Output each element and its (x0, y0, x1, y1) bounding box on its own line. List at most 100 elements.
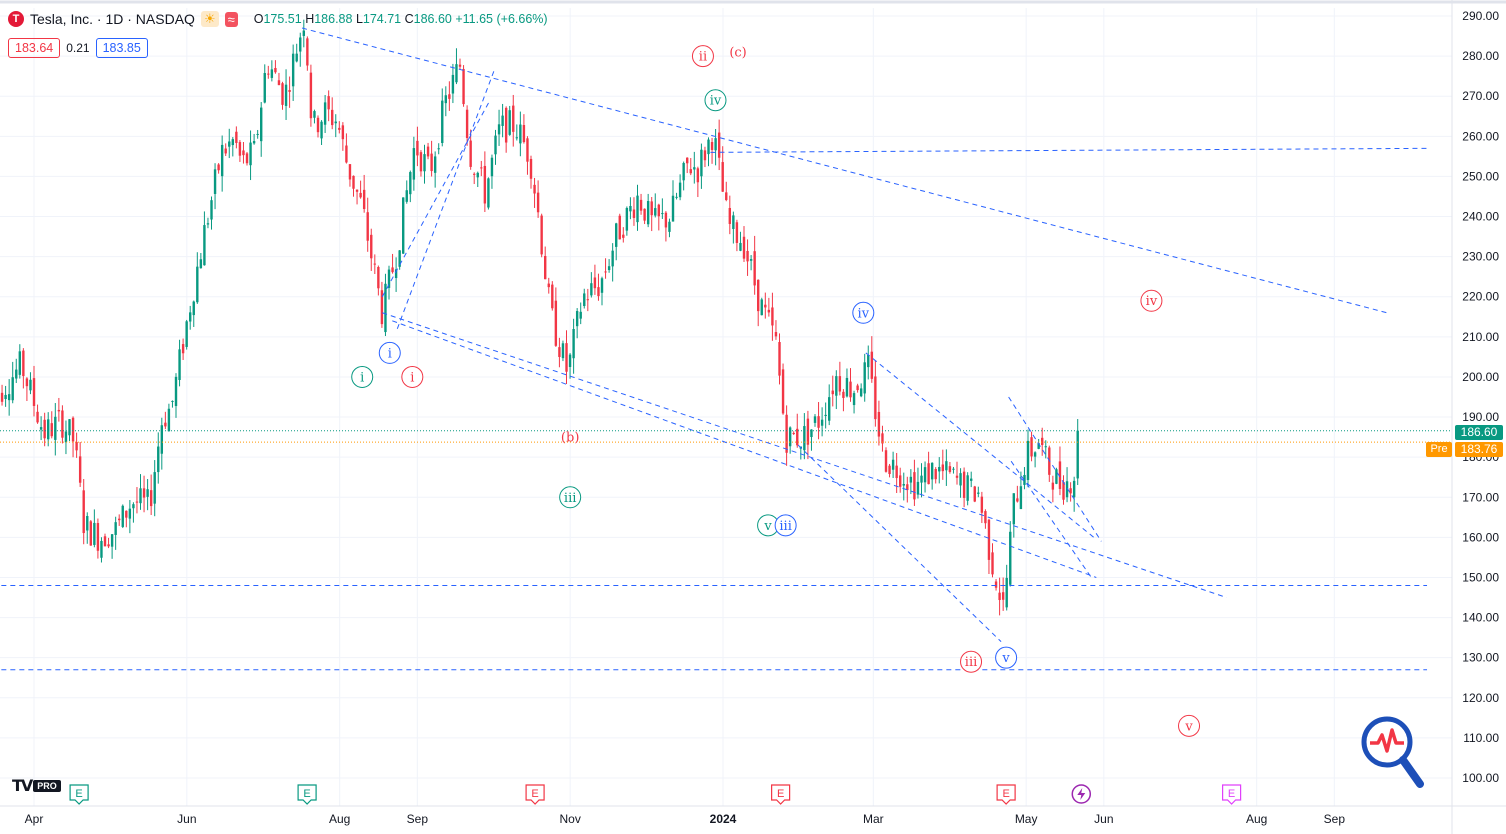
candle-body (118, 518, 121, 521)
candle-body (1037, 443, 1040, 449)
y-tick-label: 170.00 (1462, 490, 1499, 504)
candle-body (806, 418, 810, 445)
candle-body (238, 142, 242, 156)
earnings-event-icon[interactable] (771, 784, 791, 805)
trendline[interactable] (865, 352, 1095, 538)
candle-body (583, 293, 586, 307)
candle-body (604, 271, 607, 273)
candle-body (913, 472, 916, 500)
candle-body (61, 410, 64, 438)
magnifier-icon[interactable] (1360, 716, 1426, 790)
candle-body (164, 422, 167, 427)
candle-body (267, 73, 270, 75)
wave-label: i (410, 370, 414, 385)
candle-body (252, 141, 256, 144)
candle-body (856, 385, 859, 391)
candle-body (984, 511, 987, 524)
candle-body (593, 277, 597, 289)
candle-body (423, 154, 426, 172)
x-tick-label: Sep (407, 812, 429, 826)
candle-body (125, 510, 128, 518)
y-tick-label: 290.00 (1462, 9, 1499, 23)
candle-body (274, 68, 277, 73)
candle-body (732, 215, 735, 229)
candle-body (973, 486, 976, 502)
candle-body (515, 137, 519, 139)
buy-button[interactable]: 183.85 (95, 38, 148, 58)
wave-label: v (1184, 719, 1193, 734)
candle-body (586, 299, 590, 301)
earnings-event-icon[interactable] (297, 784, 317, 805)
trendline[interactable] (797, 444, 1002, 643)
candle-body (977, 492, 980, 494)
candle-body (664, 212, 668, 228)
tradingview-logo[interactable]: TV PRO (12, 776, 61, 795)
candle-body (455, 64, 458, 83)
candle-body (529, 158, 533, 179)
candle-body (788, 427, 792, 447)
sell-button[interactable]: 183.64 (8, 38, 61, 58)
candle-body (54, 416, 57, 440)
candle-body (448, 94, 451, 99)
earnings-event-icon[interactable] (1222, 784, 1242, 805)
candle-body (1051, 482, 1055, 490)
earnings-event-icon[interactable] (69, 784, 89, 805)
candle-body (320, 121, 323, 139)
earnings-event-icon[interactable] (996, 784, 1016, 805)
earnings-event-icon[interactable] (525, 784, 545, 805)
candle-body (39, 427, 43, 430)
candle-body (100, 540, 103, 558)
trendline[interactable] (301, 27, 1388, 314)
candle-body (575, 311, 579, 327)
trendline[interactable] (396, 67, 496, 329)
candle-body (167, 408, 171, 432)
candle-body (224, 148, 227, 154)
candle-body (955, 475, 959, 478)
candle-body (781, 369, 785, 414)
candle-body (174, 376, 178, 407)
spread-value: 0.21 (66, 41, 90, 55)
candle-body (554, 300, 558, 346)
candle-body (419, 152, 423, 172)
candle-body (78, 456, 82, 483)
candle-body (228, 141, 231, 147)
candle-body (725, 192, 728, 201)
candle-body (774, 332, 778, 337)
high-value: 186.88 (314, 12, 353, 26)
chart-header: T Tesla, Inc. · 1D · NASDAQ ☀ ≈ O175.51 … (8, 11, 548, 27)
trade-panel: 183.64 0.21 183.85 (8, 38, 148, 58)
candle-body (494, 135, 497, 155)
candle-body (153, 472, 156, 504)
candle-body (412, 148, 416, 180)
candle-body (757, 279, 760, 312)
candle-body (313, 111, 316, 118)
x-tick-label: Jun (1094, 812, 1113, 826)
candle-body (792, 432, 795, 434)
trendline[interactable] (381, 99, 491, 297)
candle-body (473, 173, 476, 175)
trendline[interactable] (382, 312, 1227, 599)
candle-body (938, 466, 941, 472)
sun-icon[interactable]: ☀ (200, 11, 219, 27)
tv-mark: TV (12, 776, 33, 795)
candle-body (813, 416, 817, 423)
low-value: 174.71 (362, 12, 402, 26)
trendline[interactable] (392, 320, 1097, 578)
wave-icon[interactable]: ≈ (224, 11, 238, 27)
candle-body (256, 133, 259, 135)
candle-body (522, 125, 526, 143)
candle-body (512, 105, 515, 132)
trendline[interactable] (1010, 460, 1092, 578)
y-tick-label: 110.00 (1463, 731, 1499, 745)
symbol-title[interactable]: Tesla, Inc. · 1D · NASDAQ (30, 11, 195, 27)
trendlines[interactable] (0, 27, 1428, 671)
y-tick-label: 160.00 (1462, 530, 1499, 544)
trendline[interactable] (1008, 396, 1102, 542)
x-tick-label: Mar (863, 812, 884, 826)
trendline[interactable] (710, 147, 1428, 153)
wave-label: iii (779, 519, 791, 534)
candle-body (82, 490, 85, 534)
close-value: 186.60 (413, 12, 452, 26)
